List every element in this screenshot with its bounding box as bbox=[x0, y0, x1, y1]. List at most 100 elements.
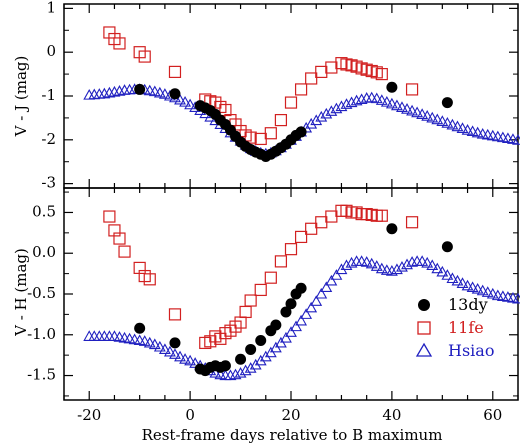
bottom-point-11fe bbox=[254, 283, 267, 297]
bottom-point-hsiao bbox=[169, 348, 181, 359]
bottom-point-hsiao bbox=[310, 295, 323, 306]
bottom-point-hsiao bbox=[153, 340, 166, 352]
bottom-point-hsiao bbox=[466, 281, 479, 293]
top-data-marks bbox=[83, 26, 520, 162]
bottom-point-13dy bbox=[285, 298, 297, 310]
bottom-point-13dy bbox=[219, 360, 231, 372]
top-panel-frame bbox=[63, 3, 519, 189]
bottom-point-hsiao bbox=[330, 269, 343, 280]
bottom-point-13dy bbox=[134, 322, 146, 334]
bottom-panel: 0.5 0.0 -0.5 -1.0 -1.5 -20 0 20 40 60 V - H (mag… bbox=[12, 187, 520, 444]
bottom-point-hsiao bbox=[486, 287, 499, 299]
bottom-point-11fe bbox=[274, 255, 288, 268]
bottom-point-13dy bbox=[235, 353, 247, 365]
top-point-11fe bbox=[315, 65, 328, 79]
bottom-point-hsiao bbox=[290, 320, 302, 332]
top-point-hsiao bbox=[411, 106, 424, 118]
top-point-hsiao bbox=[512, 134, 520, 145]
top-point-hsiao bbox=[315, 110, 328, 122]
legend-label-13dy: 13dy bbox=[448, 295, 488, 314]
bottom-point-hsiao bbox=[436, 265, 449, 277]
bottom-point-hsiao bbox=[320, 281, 333, 293]
top-point-hsiao bbox=[174, 93, 186, 105]
top-point-13dy bbox=[386, 81, 398, 93]
top-panel: 1 0 -1 -2 -3 V - J (mag) bbox=[12, 0, 520, 192]
top-point-13dy bbox=[295, 126, 307, 138]
bottom-point-11fe bbox=[375, 209, 388, 222]
bottom-point-hsiao bbox=[375, 262, 388, 274]
bottom-x-ticks: -20 0 20 40 60 bbox=[63, 188, 519, 424]
top-point-hsiao bbox=[179, 96, 192, 107]
x-axis-label: Rest-frame days relative to B maximum bbox=[142, 426, 443, 444]
top-point-hsiao bbox=[375, 94, 388, 105]
bottom-point-11fe bbox=[405, 216, 419, 229]
top-y-ticks: 1 0 -1 -2 -3 bbox=[41, 0, 518, 192]
top-point-hsiao bbox=[340, 98, 353, 109]
top-point-hsiao bbox=[441, 117, 454, 128]
bottom-ytick-label: -1.0 bbox=[27, 325, 56, 343]
top-point-hsiao bbox=[390, 99, 403, 111]
bottom-point-13dy bbox=[169, 337, 181, 349]
bottom-point-hsiao bbox=[184, 354, 197, 366]
top-point-hsiao bbox=[421, 110, 434, 121]
top-point-hsiao bbox=[350, 94, 363, 106]
bottom-point-11fe bbox=[244, 294, 257, 307]
bottom-point-hsiao bbox=[234, 366, 247, 378]
bottom-point-hsiao bbox=[244, 362, 257, 373]
bottom-point-hsiao bbox=[295, 314, 308, 326]
top-point-13dy bbox=[169, 88, 181, 100]
top-point-hsiao bbox=[461, 124, 474, 135]
top-y-axis-label: V - J (mag) bbox=[12, 56, 30, 138]
top-point-hsiao bbox=[436, 115, 449, 126]
top-point-13dy bbox=[441, 97, 453, 109]
top-ytick-label: -2 bbox=[41, 130, 56, 148]
bottom-y-ticks: 0.5 0.0 -0.5 -1.0 -1.5 bbox=[27, 191, 518, 397]
top-point-hsiao bbox=[466, 125, 479, 137]
top-point-11fe bbox=[168, 65, 182, 79]
top-point-hsiao bbox=[330, 102, 343, 114]
bottom-point-11fe bbox=[325, 210, 338, 223]
bottom-point-13dy bbox=[280, 306, 292, 318]
top-point-hsiao bbox=[148, 85, 161, 97]
bottom-point-hsiao bbox=[179, 353, 192, 364]
xtick-label: 60 bbox=[483, 406, 502, 424]
xtick-label: 20 bbox=[281, 406, 300, 424]
top-point-hsiao bbox=[158, 88, 171, 99]
bottom-point-hsiao bbox=[426, 259, 439, 271]
bottom-point-hsiao bbox=[365, 257, 378, 269]
top-point-11fe bbox=[375, 67, 388, 81]
top-series-13dy bbox=[134, 81, 453, 162]
bottom-point-hsiao bbox=[239, 364, 252, 376]
top-point-hsiao bbox=[310, 114, 323, 126]
top-ytick-label: -3 bbox=[41, 174, 56, 192]
bottom-point-hsiao bbox=[446, 272, 459, 284]
legend-marker-hsiao bbox=[415, 342, 433, 357]
bottom-point-11fe bbox=[284, 243, 298, 256]
legend-marker-11fe bbox=[417, 321, 431, 335]
xtick-label: -20 bbox=[77, 406, 101, 424]
bottom-point-hsiao bbox=[103, 330, 116, 341]
bottom-point-11fe bbox=[305, 222, 318, 235]
bottom-point-13dy bbox=[441, 241, 453, 253]
bottom-point-11fe bbox=[168, 308, 182, 321]
top-series-11fe bbox=[103, 26, 419, 146]
top-point-11fe bbox=[113, 37, 126, 50]
bottom-ytick-label: -1.5 bbox=[27, 366, 56, 384]
top-point-hsiao bbox=[426, 111, 439, 123]
bottom-point-hsiao bbox=[360, 256, 373, 267]
legend-label-hsiao: Hsiao bbox=[448, 341, 494, 360]
bottom-point-hsiao bbox=[340, 259, 353, 271]
top-point-hsiao bbox=[305, 117, 318, 129]
bottom-point-hsiao bbox=[401, 258, 413, 270]
bottom-point-11fe bbox=[118, 245, 131, 258]
top-point-11fe bbox=[274, 113, 288, 127]
bottom-point-hsiao bbox=[390, 263, 403, 275]
legend-marker-13dy bbox=[418, 299, 430, 311]
legend: 13dy 11fe Hsiao bbox=[415, 295, 494, 360]
bottom-point-11fe bbox=[103, 210, 116, 223]
top-point-hsiao bbox=[370, 92, 383, 104]
top-point-11fe bbox=[325, 61, 338, 74]
top-point-hsiao bbox=[446, 118, 459, 130]
bottom-point-hsiao bbox=[325, 274, 338, 286]
